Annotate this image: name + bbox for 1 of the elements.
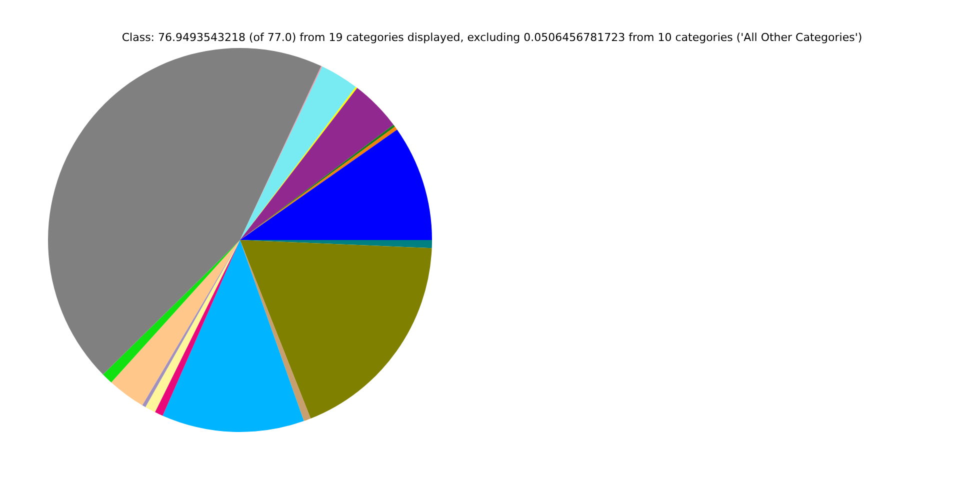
text: Class: 76.9493543218 (of 77.0) from 19 categories displayed, excluding 0.0506456781723 from 10 categories ('All Other Categories')	[122, 30, 862, 44]
